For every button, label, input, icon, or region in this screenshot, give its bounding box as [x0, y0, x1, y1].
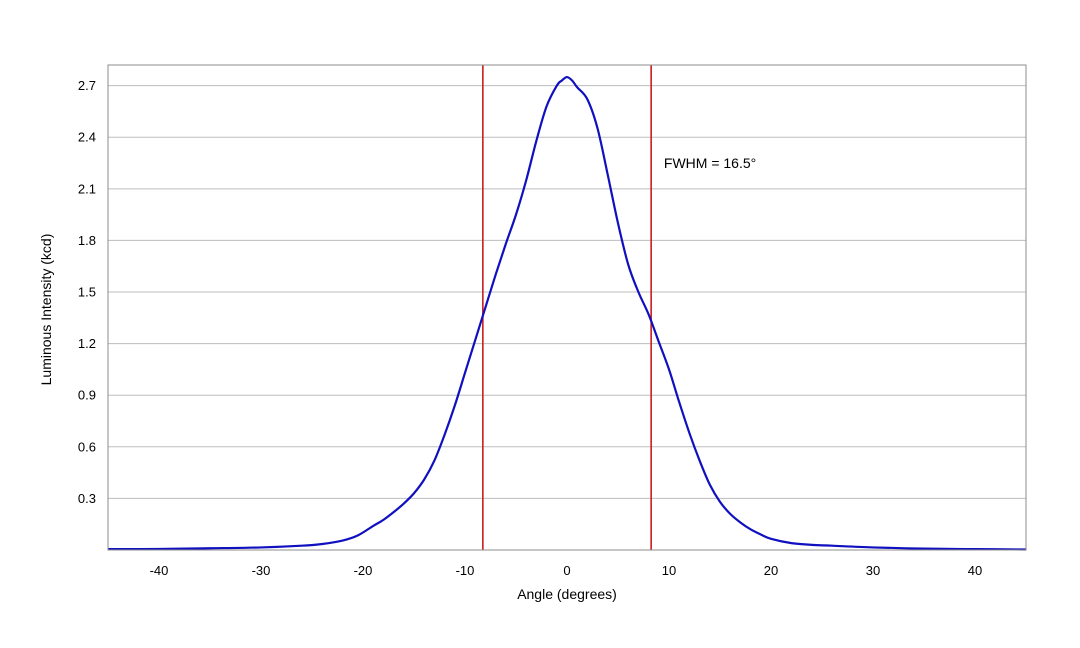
- y-tick-label: 0.3: [78, 491, 96, 506]
- fwhm-markers: [482, 65, 652, 550]
- y-axis-title: Luminous Intensity (kcd): [38, 234, 54, 386]
- x-axis-ticks: -40 -30 -20 -10 0 10 20 30 40: [150, 563, 983, 578]
- x-axis-title: Angle (degrees): [517, 586, 617, 602]
- gridlines: [108, 85, 1026, 499]
- y-tick-label: 1.5: [78, 285, 96, 300]
- y-tick-label: 1.2: [78, 336, 96, 351]
- y-tick-label: 2.7: [78, 78, 96, 93]
- x-tick-label: 10: [662, 563, 676, 578]
- x-tick-label: 40: [968, 563, 982, 578]
- y-tick-label: 1.8: [78, 233, 96, 248]
- x-tick-label: 30: [866, 563, 880, 578]
- plot-frame: [107, 64, 1027, 551]
- x-tick-label: 20: [764, 563, 778, 578]
- x-tick-label: 0: [563, 563, 570, 578]
- x-tick-label: -30: [252, 563, 271, 578]
- x-tick-label: -40: [150, 563, 169, 578]
- y-tick-label: 0.6: [78, 439, 96, 454]
- x-tick-label: -10: [456, 563, 475, 578]
- y-axis-ticks: 0.3 0.6 0.9 1.2 1.5 1.8 2.1 2.4 2.7: [78, 78, 96, 506]
- y-tick-label: 2.4: [78, 130, 96, 145]
- x-tick-label: -20: [354, 563, 373, 578]
- fwhm-annotation: FWHM = 16.5°: [664, 155, 756, 171]
- y-tick-label: 0.9: [78, 388, 96, 403]
- intensity-curve: [107, 75, 1027, 551]
- y-tick-label: 2.1: [78, 181, 96, 196]
